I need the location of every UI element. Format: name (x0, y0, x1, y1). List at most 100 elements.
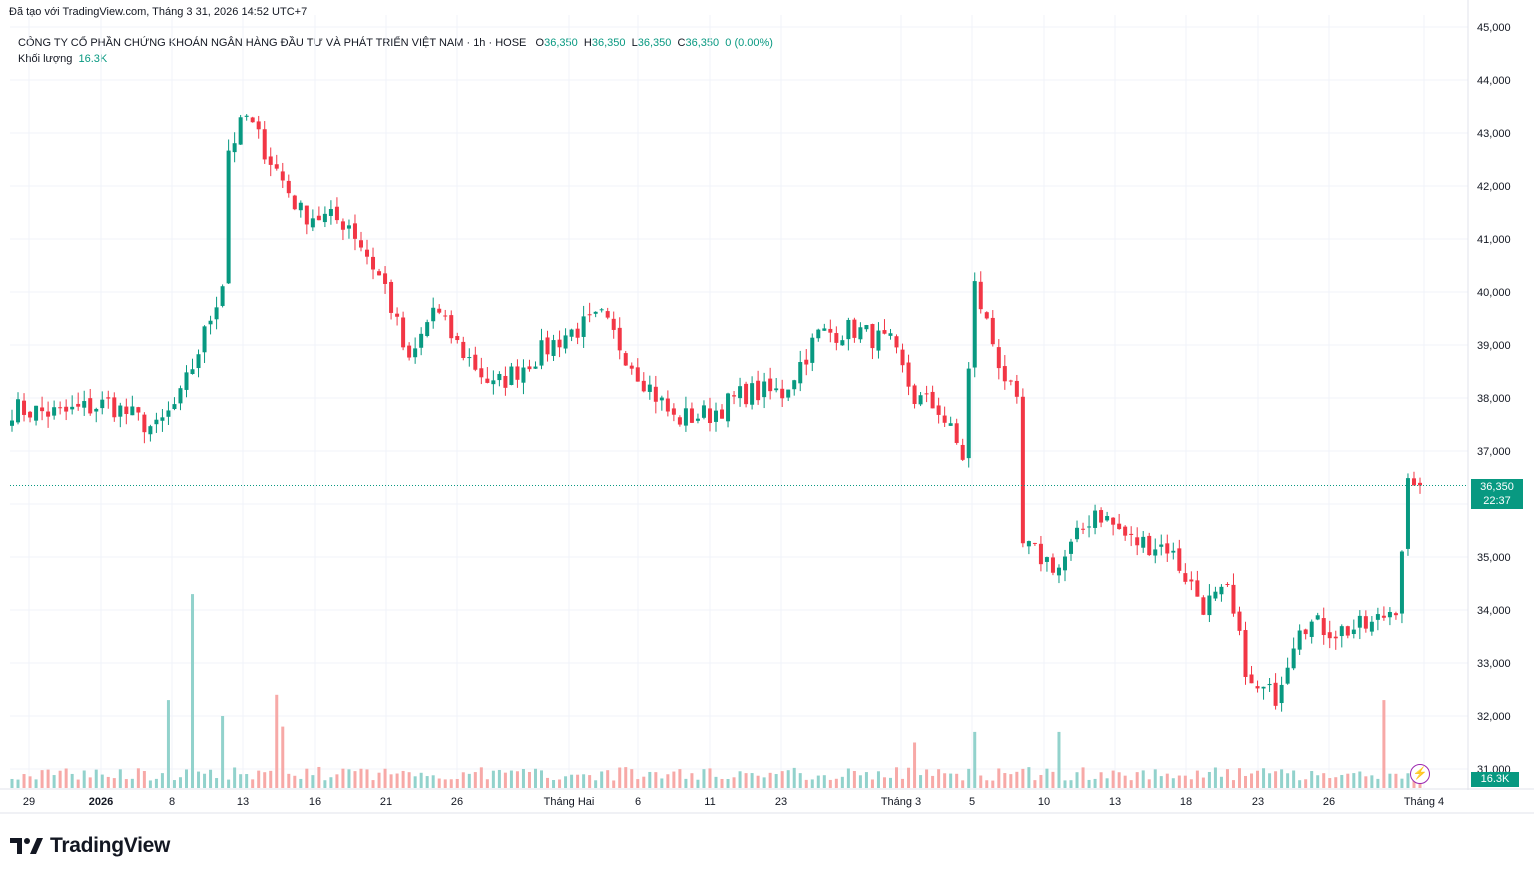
candle-body (954, 423, 959, 443)
volume-bar (630, 769, 634, 788)
volume-bar (485, 779, 489, 788)
candle-body (1062, 556, 1067, 571)
volume-bar (251, 779, 255, 788)
volume-bar (666, 774, 670, 788)
volume-bar (750, 773, 754, 788)
time-axis[interactable]: 29 2026 8 13 16 21 26 Tháng Hai 6 11 23 Tháng 3 5 10 1… (23, 796, 1444, 808)
price-tick-label: 43,000 (1477, 128, 1511, 140)
candle-body (539, 340, 544, 366)
time-tick-label: 13 (237, 796, 249, 808)
time-tick-label: 5 (969, 796, 975, 808)
volume-bar (967, 768, 971, 788)
candle-body (286, 180, 291, 194)
time-tick-label: 6 (635, 796, 641, 808)
candle-body (154, 419, 159, 425)
volume-bar (449, 779, 453, 788)
candle-body (142, 414, 147, 433)
lightning-icon[interactable]: ⚡ (1410, 764, 1430, 784)
candle-body (1183, 573, 1188, 582)
high-value: 36,350 (591, 37, 626, 49)
volume-bar (1015, 771, 1019, 788)
candle-body (581, 316, 586, 337)
bar-countdown: 22:37 (1483, 495, 1511, 507)
price-tick-label: 33,000 (1477, 658, 1511, 670)
candle-body (984, 312, 989, 319)
volume-bar (1183, 775, 1187, 788)
symbol-title: CÔNG TY CỔ PHẦN CHỨNG KHOÁN NGÂN HÀNG ĐẦ… (18, 37, 527, 49)
candle-body (1032, 542, 1037, 544)
volume-bar (28, 776, 32, 788)
candle-body (509, 366, 514, 385)
candle-body (1135, 537, 1140, 546)
time-tick-label: 21 (380, 796, 392, 808)
volume-bar (690, 773, 694, 788)
time-tick-label: Tháng 4 (1404, 796, 1444, 808)
volume-bar (76, 779, 80, 788)
candle-body (328, 209, 333, 216)
volume-bar (576, 774, 580, 788)
volume-bar (1021, 768, 1025, 788)
candle-body (1357, 615, 1362, 628)
candle-body (389, 281, 394, 313)
candle-body (1056, 567, 1061, 576)
candle-body (599, 309, 604, 311)
volume-bar (1093, 778, 1097, 788)
volume-bar (828, 779, 832, 788)
volume-bar (395, 773, 399, 788)
candle-body (40, 407, 45, 412)
volume-bar (215, 778, 219, 788)
volume-bar (184, 769, 188, 788)
candle-body (545, 337, 550, 355)
volume-bar (961, 780, 965, 788)
volume-bar (1201, 777, 1205, 788)
volume-bar (1045, 768, 1049, 788)
volume-bar (1370, 775, 1374, 788)
candle-body (635, 367, 640, 382)
candle-body (726, 393, 731, 422)
volume-bar (979, 775, 983, 788)
candle-body (1207, 595, 1212, 616)
volume-bar (1256, 770, 1260, 788)
time-tick-label: 2026 (89, 796, 113, 808)
low-label: L (631, 37, 638, 49)
candle-body (677, 417, 682, 425)
candle-body (960, 444, 965, 460)
volume-bar (991, 780, 995, 788)
candle-body (1195, 580, 1200, 597)
brand[interactable]: TradingView (10, 834, 170, 858)
volume-bar (1382, 700, 1386, 788)
volume-bar (233, 767, 237, 788)
price-tick-label: 37,000 (1477, 446, 1511, 458)
volume-bar (1346, 773, 1350, 788)
volume-bar (209, 769, 213, 788)
price-axis[interactable]: 31,00032,00033,00034,00035,00037,00038,0… (1477, 22, 1511, 776)
candle-body (1075, 527, 1080, 540)
candle-body (1279, 684, 1284, 704)
last-price-value: 36,350 (1480, 481, 1514, 493)
volume-bar (582, 774, 586, 788)
volume-bar (624, 767, 628, 788)
candle-body (533, 366, 538, 369)
candle-body (1309, 621, 1314, 637)
candle-body (1177, 548, 1182, 571)
candle-body (34, 405, 39, 421)
candle-body (804, 359, 809, 365)
volume-bar (1051, 771, 1055, 788)
candle-body (292, 195, 297, 210)
candle-body (184, 372, 189, 390)
brand-name: TradingView (50, 834, 171, 857)
time-tick-label: Tháng 3 (881, 796, 921, 808)
volume-bar (985, 780, 989, 788)
volume-bar (1165, 773, 1169, 788)
candle-body (449, 315, 454, 339)
volume-bar (317, 766, 321, 788)
price-tick-label: 44,000 (1477, 75, 1511, 87)
volume-bar (16, 779, 20, 788)
volume-bar (1027, 767, 1031, 788)
candle-body (64, 406, 69, 412)
volume-bar (353, 771, 357, 788)
volume-bar (1009, 774, 1013, 788)
volume-bar (383, 768, 387, 788)
volume-bar (714, 776, 718, 788)
